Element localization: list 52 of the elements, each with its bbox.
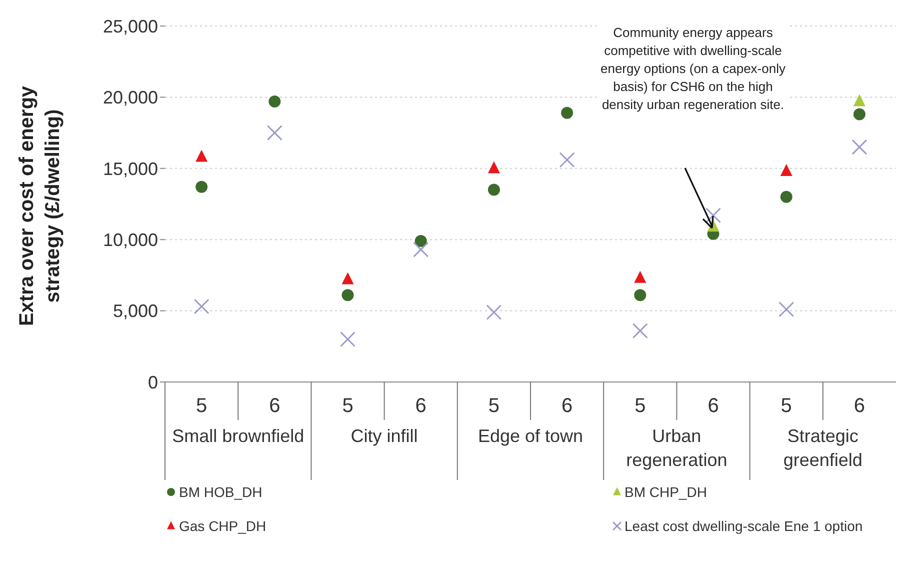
- point: [268, 95, 281, 108]
- point: [561, 106, 574, 119]
- y-tick-label: 5,000: [112, 301, 158, 322]
- point: [488, 161, 500, 174]
- text: Strategic greenfield: [782, 425, 864, 472]
- y-tick-label: 20,000: [102, 88, 158, 108]
- point: [266, 125, 282, 141]
- x-tick-label: 6: [854, 395, 866, 418]
- text: Small brownfield: [171, 425, 306, 448]
- text: Edge of town: [476, 425, 584, 448]
- point: [559, 152, 575, 168]
- legend-label: Gas CHP_DH: [179, 518, 266, 534]
- text: Urban regeneration: [625, 425, 728, 472]
- x-tick-label: 6: [269, 395, 280, 418]
- x-tick-label: 6: [561, 395, 573, 418]
- x-tick-label: 6: [415, 395, 426, 418]
- legend-label: Least cost dwelling-scale Ene 1 option: [624, 518, 863, 534]
- legend-label: BM HOB_DH: [179, 484, 262, 500]
- point: [342, 272, 354, 284]
- point: [634, 270, 646, 283]
- x-tick-label: 5: [342, 395, 354, 418]
- y-axis-title: Extra over cost of energy strategy (£/dwelling): [15, 84, 65, 328]
- y-tick-label: 10,000: [102, 230, 158, 250]
- legend-label: BM CHP_DH: [624, 484, 707, 500]
- y-tick-label: 15,000: [102, 158, 158, 179]
- point: [632, 322, 648, 338]
- x-tick-label: 6: [708, 395, 719, 418]
- x-tick-label: 5: [488, 395, 500, 418]
- x-tick-label: 5: [196, 395, 208, 418]
- point: [413, 242, 429, 258]
- point: [488, 184, 500, 196]
- annotation: Community energy appears competitive with dwelling-scale energy options (on a capex-only basis) for CSH6 on the high density urban regeneration site.: [598, 24, 788, 114]
- x-tick-label: 5: [634, 395, 646, 418]
- text: City infill: [350, 425, 419, 448]
- point: [194, 298, 210, 314]
- point: [852, 139, 868, 155]
- point: [780, 164, 792, 176]
- point: [342, 289, 354, 302]
- point: [634, 289, 646, 302]
- point: [414, 235, 427, 248]
- point: [853, 94, 866, 106]
- point: [778, 302, 794, 318]
- y-tick-label: 25,000: [102, 16, 158, 36]
- point: [780, 190, 792, 203]
- x-tick-label: 5: [780, 395, 792, 418]
- point: [340, 332, 356, 348]
- point: [706, 208, 721, 224]
- point: [196, 180, 208, 193]
- point: [196, 150, 208, 162]
- point: [853, 108, 866, 120]
- y-tick-label: 0: [148, 372, 158, 392]
- point: [486, 304, 502, 320]
